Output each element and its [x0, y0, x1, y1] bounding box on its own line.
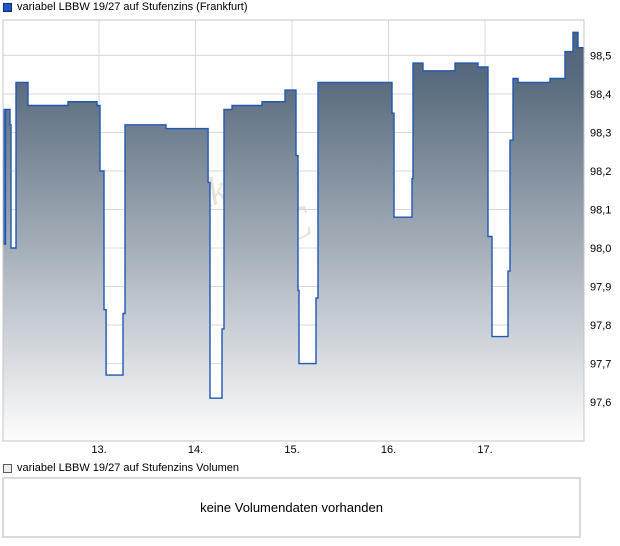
- x-axis-tick-label: 15.: [284, 444, 299, 456]
- x-axis-tick-label: 17.: [477, 444, 492, 456]
- y-axis-tick-label: 97,9: [590, 282, 611, 294]
- y-axis-tick-label: 98,0: [590, 243, 611, 255]
- volume-empty-message: keine Volumendaten vorhanden: [200, 500, 383, 515]
- y-axis-tick-label: 97,6: [590, 397, 611, 409]
- price-series-legend-label: variabel LBBW 19/27 auf Stufenzins (Fran…: [17, 1, 248, 13]
- x-axis-tick-label: 13.: [91, 444, 106, 456]
- volume-series-legend-label: variabel LBBW 19/27 auf Stufenzins Volum…: [17, 462, 239, 474]
- price-series-swatch-icon: [3, 2, 12, 12]
- y-axis-tick-label: 98,1: [590, 205, 611, 217]
- y-axis-tick-label: 98,4: [590, 89, 611, 101]
- price-line: [3, 31, 584, 399]
- x-axis-tick-label: 16.: [381, 444, 396, 456]
- y-axis-tick-label: 98,2: [590, 166, 611, 178]
- plot-border: [2, 19, 585, 442]
- y-axis-tick-label: 98,3: [590, 127, 611, 139]
- y-axis-tick-label: 98,5: [590, 50, 611, 62]
- y-axis-tick-label: 97,8: [590, 320, 611, 332]
- x-axis-tick-label: 14.: [188, 444, 203, 456]
- price-series-legend: variabel LBBW 19/27 auf Stufenzins (Fran…: [3, 1, 248, 13]
- price-chart: AkC98,598,498,398,298,198,097,997,897,79…: [2, 19, 611, 456]
- volume-panel: keine Volumendaten vorhanden: [2, 477, 581, 538]
- price-area: [3, 32, 584, 442]
- volume-series-swatch-icon: [3, 463, 12, 473]
- volume-series-legend: variabel LBBW 19/27 auf Stufenzins Volum…: [3, 462, 239, 474]
- y-axis-tick-label: 97,7: [590, 359, 611, 371]
